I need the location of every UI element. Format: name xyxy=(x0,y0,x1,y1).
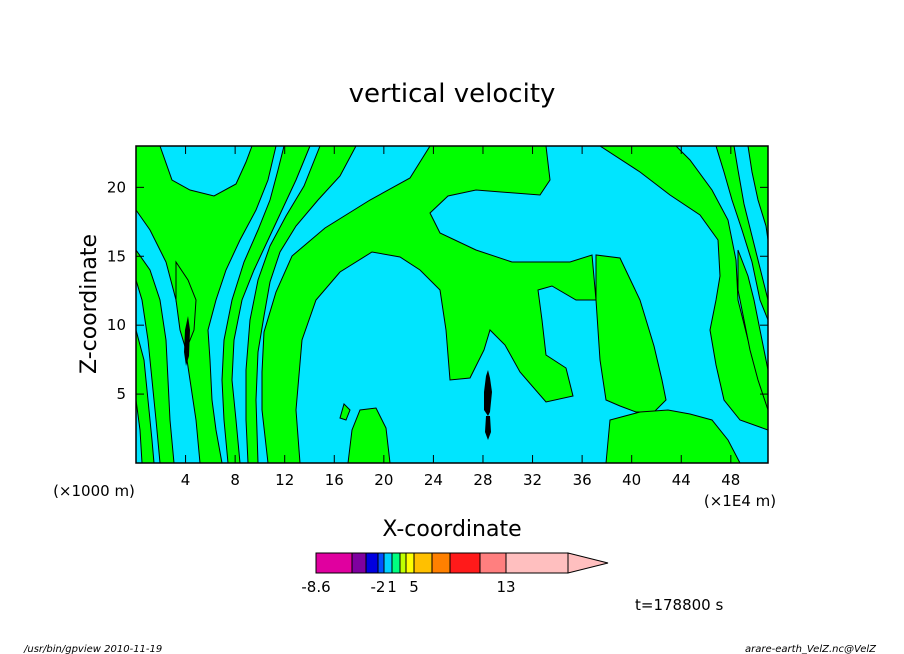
colorbar xyxy=(315,552,609,574)
y-tick-label: 15 xyxy=(107,247,126,265)
colorbar-segment xyxy=(383,552,393,574)
colorbar-segment xyxy=(351,552,367,574)
colorbar-segment xyxy=(315,552,353,574)
positive-region xyxy=(595,254,667,413)
colorbar-segment xyxy=(391,552,401,574)
positive-region xyxy=(261,145,597,464)
colorbar-segment xyxy=(377,552,385,574)
colorbar-segment xyxy=(413,552,433,574)
positive-region xyxy=(175,260,197,352)
y-tick-label: 10 xyxy=(107,316,126,334)
y-axis: 5 10 15 20 xyxy=(107,178,768,403)
positive-region xyxy=(700,145,769,321)
colorbar-tick-label: -8.6 xyxy=(301,578,330,596)
x-axis-unit: (×1E4 m) xyxy=(704,492,776,510)
colorbar-segment xyxy=(399,552,407,574)
footer-right: arare-earth_VelZ.nc@VelZ xyxy=(745,644,877,654)
x-axis-label: X-coordinate xyxy=(382,517,521,542)
positive-region xyxy=(245,145,357,464)
plot-frame xyxy=(135,145,769,464)
colorbar-segment xyxy=(449,552,481,574)
x-tick-label: 20 xyxy=(374,471,393,489)
footer-left: /usr/bin/gpview 2010-11-19 xyxy=(23,644,162,654)
time-label: t=178800 s xyxy=(635,596,723,614)
chart-title: vertical velocity xyxy=(349,79,556,109)
positive-region xyxy=(339,403,351,421)
colorbar-segment xyxy=(505,552,569,574)
colorbar-segment xyxy=(431,552,451,574)
x-tick-label: 28 xyxy=(473,471,492,489)
positive-region xyxy=(546,145,769,431)
strong-updraft-cores xyxy=(184,316,492,440)
colorbar-segment xyxy=(365,552,379,574)
colorbar-tick-label: 13 xyxy=(496,578,515,596)
x-tick-label: 32 xyxy=(523,471,542,489)
positive-regions xyxy=(135,145,769,464)
colorbar-tick-label: 5 xyxy=(409,578,419,596)
x-tick-label: 8 xyxy=(230,471,240,489)
x-axis: 4 8 12 16 20 24 28 32 36 40 44 48 xyxy=(181,146,740,489)
y-tick-label: 20 xyxy=(107,178,126,196)
y-tick-label: 5 xyxy=(116,385,126,403)
plot-area xyxy=(135,145,769,464)
x-tick-label: 44 xyxy=(672,471,691,489)
x-tick-label: 12 xyxy=(275,471,294,489)
updraft-core xyxy=(485,416,491,440)
x-tick-label: 36 xyxy=(573,471,592,489)
y-axis-unit: (×1000 m) xyxy=(53,482,135,500)
updraft-core xyxy=(184,316,190,366)
x-tick-label: 48 xyxy=(721,471,740,489)
colorbar-tick-label: 1 xyxy=(387,578,397,596)
x-tick-label: 16 xyxy=(325,471,344,489)
updraft-core xyxy=(484,370,492,416)
x-tick-label: 4 xyxy=(181,471,191,489)
positive-region xyxy=(605,409,741,464)
colorbar-segment xyxy=(479,552,507,574)
colorbar-segment xyxy=(405,552,415,574)
x-tick-label: 24 xyxy=(424,471,443,489)
colorbar-tick-labels: -8.6 -2 1 5 13 xyxy=(301,578,515,596)
y-axis-label: Z-coordinate xyxy=(77,234,102,374)
colorbar-extension xyxy=(567,552,609,574)
x-tick-label: 40 xyxy=(622,471,641,489)
colorbar-tick-label: -2 xyxy=(371,578,386,596)
